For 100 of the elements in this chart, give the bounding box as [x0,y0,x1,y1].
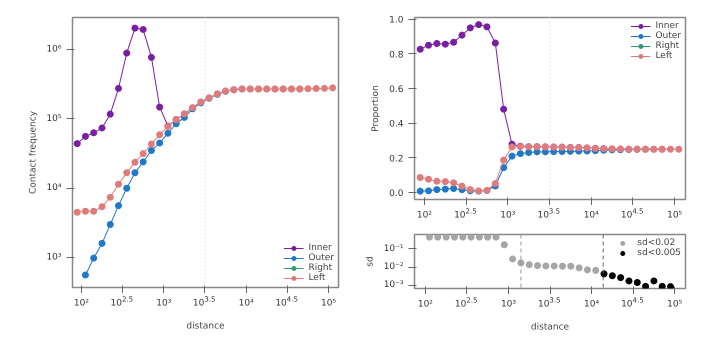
point [156,131,164,138]
point [567,262,574,270]
y-axis-title: sd [366,256,376,267]
point [492,234,500,241]
point [442,40,449,48]
point [458,32,466,39]
y-tick-label: 0.8 [389,50,404,60]
point [542,262,550,270]
point [416,46,424,53]
point [320,84,328,92]
point [476,234,483,241]
legend-label: Left [655,51,674,61]
point [82,132,89,140]
point [433,186,440,194]
point [442,186,449,193]
point [534,262,542,270]
point [148,54,155,61]
point [516,150,524,158]
point [148,147,155,154]
point [90,254,98,262]
point [425,176,432,183]
y-tick-label: 0.4 [389,120,404,130]
y-tick-label: 1.0 [389,16,404,26]
point [508,152,516,160]
y-tick-label: 0.6 [389,85,404,96]
point [106,220,114,228]
point [90,208,98,215]
point [114,202,122,210]
point [329,84,336,92]
point [434,234,442,241]
y-tick-label: 10⁴ [46,183,62,194]
point [550,262,558,270]
x-axis-title: distance [186,322,226,332]
point [114,84,122,92]
x-tick-label: 10² [74,298,90,309]
point [492,39,499,46]
x-tick-label: 10⁵ [667,210,683,221]
y-axis-title: Proportion [371,85,382,132]
point [131,24,138,32]
x-tick-label: 10⁴ [584,210,600,221]
point [312,85,320,92]
legend-label: Outer [308,253,334,263]
point [500,106,508,113]
legend-label: Right [308,263,332,273]
legend-label: Inner [655,21,679,31]
y-tick-label: 10⁻³ [384,280,404,290]
point [82,272,89,279]
point [114,180,122,188]
point [74,140,81,148]
x-tick-label: 10² [416,210,432,221]
point [140,158,147,166]
point [576,264,583,272]
x-tick-label: 10² [418,300,434,310]
point [584,266,591,274]
point [433,40,440,47]
point [140,26,147,33]
point [106,110,114,118]
point [425,42,432,49]
point [508,143,516,150]
point [416,174,424,181]
y-axis-title: Contact frequency [28,110,38,194]
point [156,104,164,111]
x-tick-label: 10⁵ [321,298,336,309]
x-tick-label: 10⁴ [238,298,254,309]
point [484,234,492,241]
point [140,150,147,158]
point [131,158,138,166]
point [450,234,458,241]
point [475,21,482,28]
point [426,234,433,241]
legend-label: sd<0.005 [637,248,681,258]
point [442,234,450,241]
point [666,146,674,153]
point [82,208,89,215]
point [525,149,532,156]
x-tick-label: 10⁵ [667,300,683,310]
legend-label: sd<0.02 [637,238,676,248]
point [459,234,466,241]
legend-label: Left [308,273,326,283]
legend-label: Right [655,41,680,51]
point [526,261,533,268]
point [500,156,508,164]
point [106,194,114,201]
y-tick-label: 10⁵ [46,114,62,124]
point [466,24,474,32]
point [131,169,138,176]
point [123,169,130,176]
legend-label: Inner [308,243,332,253]
x-tick-label: 10³ [500,210,516,221]
point [450,185,458,192]
point [468,234,475,241]
point [416,188,424,195]
point [433,178,440,185]
point [442,178,449,186]
point [500,241,508,248]
point [74,208,81,216]
point [148,140,155,148]
point [164,130,172,137]
x-tick-label: 10⁴ [584,300,600,310]
x-axis-title: distance [530,322,570,332]
